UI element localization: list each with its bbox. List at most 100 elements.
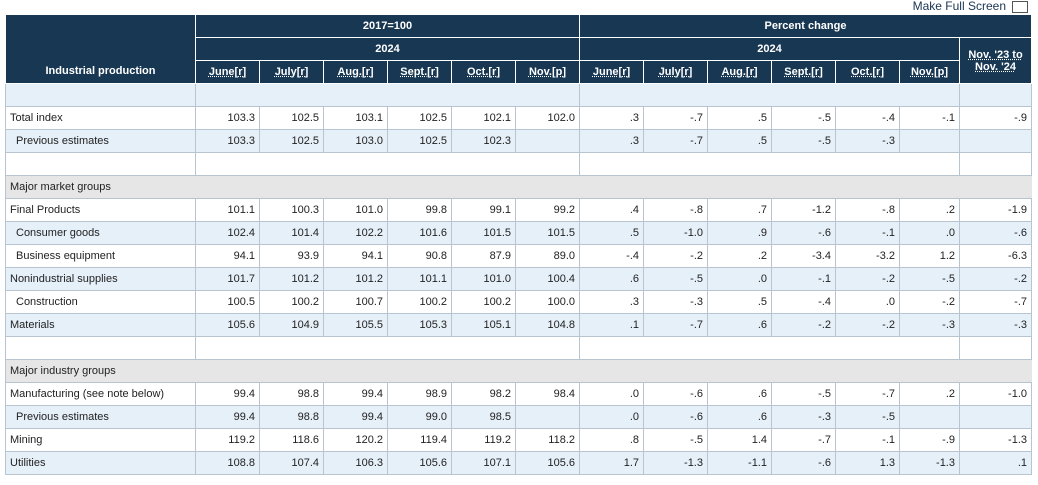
pct-change-cell: .0 [579, 382, 644, 406]
index-value-cell: 101.7 [195, 267, 260, 291]
pct-change-cell: .3 [579, 129, 644, 153]
index-value-cell: 101.4 [259, 221, 324, 245]
month-label: Aug.[r] [337, 66, 374, 78]
index-value-cell: 94.1 [323, 244, 388, 268]
pct-change-cell: 1.2 [899, 244, 960, 268]
pct-change-cell: -.2 [771, 313, 836, 337]
pct-change-cell: -.2 [835, 267, 900, 291]
empty-cell [835, 336, 900, 360]
table-row: Consumer goods 102.4 101.4 102.2 101.6 101.5 1… [5, 221, 1033, 245]
index-value-cell: 102.0 [515, 106, 580, 130]
yoy-change-cell: -1.9 [958, 198, 1033, 222]
pct-change-cell: -.7 [643, 129, 708, 153]
index-value-cell: 100.2 [451, 290, 516, 314]
make-full-screen-label: Make Full Screen [912, 0, 1006, 13]
pct-month-header: Oct.[r] [835, 60, 900, 84]
table-row: Nonindustrial supplies 101.7 101.2 101.2 101… [5, 267, 1033, 291]
pct-change-cell: .0 [579, 405, 644, 429]
index-value-cell: 105.5 [323, 313, 388, 337]
make-full-screen-link[interactable]: Make Full Screen [913, 0, 1028, 13]
table-row: Mining 119.2 118.6 120.2 119.4 119.2 118.2.8 -.… [5, 428, 1033, 452]
index-value-cell: 106.3 [323, 451, 388, 475]
row-label: Total index [5, 106, 196, 130]
pct-change-cell: .7 [707, 198, 772, 222]
pct-change-cell: .5 [707, 129, 772, 153]
empty-cell [515, 83, 580, 107]
index-value-cell [515, 405, 580, 429]
index-value-cell: 102.1 [451, 106, 516, 130]
pct-change-cell: -.7 [643, 313, 708, 337]
index-value-cell: 107.1 [451, 451, 516, 475]
index-value-cell: 119.2 [451, 428, 516, 452]
industrial-production-table: Industrial production 2017=100 Percent c… [4, 14, 1033, 475]
row-label: Business equipment [5, 244, 196, 268]
pct-change-cell: .5 [579, 221, 644, 245]
pct-change-cell: .0 [835, 290, 900, 314]
empty-cell [387, 336, 452, 360]
month-label: June[r] [208, 66, 247, 78]
table-row: Business equipment 94.1 93.9 94.1 90.8 87.9 89… [5, 244, 1033, 268]
month-label: June[r] [592, 66, 631, 78]
yoy-change-cell [958, 129, 1033, 153]
index-value-cell: 102.3 [451, 129, 516, 153]
yoy-change-cell: -6.3 [958, 244, 1033, 268]
index-month-header: Aug.[r] [323, 60, 388, 84]
pct-change-cell: -.6 [643, 382, 708, 406]
pct-change-cell: -.5 [899, 267, 960, 291]
pct-change-cell: -3.4 [771, 244, 836, 268]
pct-month-header: June[r] [579, 60, 644, 84]
empty-cell [958, 336, 1033, 360]
pct-change-cell: .4 [579, 198, 644, 222]
empty-cell [579, 152, 644, 176]
spacer-row [5, 83, 1033, 107]
pct-change-cell: -.8 [643, 198, 708, 222]
empty-cell [259, 83, 324, 107]
index-value-cell: 98.5 [451, 405, 516, 429]
yoy-change-cell [958, 405, 1033, 429]
empty-cell [259, 336, 324, 360]
empty-cell [707, 83, 772, 107]
empty-cell [323, 336, 388, 360]
empty-cell [643, 83, 708, 107]
index-value-cell: 99.0 [387, 405, 452, 429]
section-label: Major market groups [4, 175, 1033, 199]
pct-month-header: Sept.[r] [771, 60, 836, 84]
empty-cell [323, 152, 388, 176]
empty-cell [515, 336, 580, 360]
pct-change-cell: 1.3 [835, 451, 900, 475]
pct-change-cell: .0 [899, 221, 960, 245]
index-year-header: 2024 [195, 37, 580, 61]
table-row: Previous estimates 103.3 102.5 103.0 102.5 10… [5, 129, 1033, 153]
pct-change-cell: -.4 [835, 106, 900, 130]
table-row: Manufacturing (see note below) 99.4 98.8 99… [5, 382, 1033, 406]
pct-change-cell: -.7 [643, 106, 708, 130]
pct-change-cell: -.3 [835, 129, 900, 153]
empty-cell [195, 336, 260, 360]
index-value-cell: 101.2 [323, 267, 388, 291]
pct-change-cell: -.6 [643, 405, 708, 429]
month-label: Aug.[r] [721, 66, 758, 78]
empty-cell [387, 83, 452, 107]
empty-cell [451, 152, 516, 176]
pct-change-cell: .9 [707, 221, 772, 245]
pct-change-cell: -.1 [771, 267, 836, 291]
index-value-cell: 98.9 [387, 382, 452, 406]
empty-cell [195, 152, 260, 176]
pct-change-cell: -1.2 [771, 198, 836, 222]
pct-change-cell: -.1 [835, 221, 900, 245]
pct-change-cell: .6 [707, 313, 772, 337]
index-value-cell: 99.2 [515, 198, 580, 222]
pct-change-cell: -.6 [771, 221, 836, 245]
fullscreen-icon [1012, 0, 1028, 13]
pct-change-cell: -1.1 [707, 451, 772, 475]
pct-change-cell: -.5 [771, 106, 836, 130]
index-value-cell: 120.2 [323, 428, 388, 452]
table-row: Previous estimates 99.4 98.8 99.4 99.0 98.5.0… [5, 405, 1033, 429]
pct-change-cell: -1.3 [899, 451, 960, 475]
yoy-header: Nov. '23 to Nov. '24 [958, 37, 1033, 84]
pct-change-cell [899, 405, 960, 429]
pct-change-cell: -.8 [835, 198, 900, 222]
empty-cell [958, 152, 1033, 176]
index-month-header: Nov.[p] [515, 60, 580, 84]
row-label: Previous estimates [5, 129, 196, 153]
